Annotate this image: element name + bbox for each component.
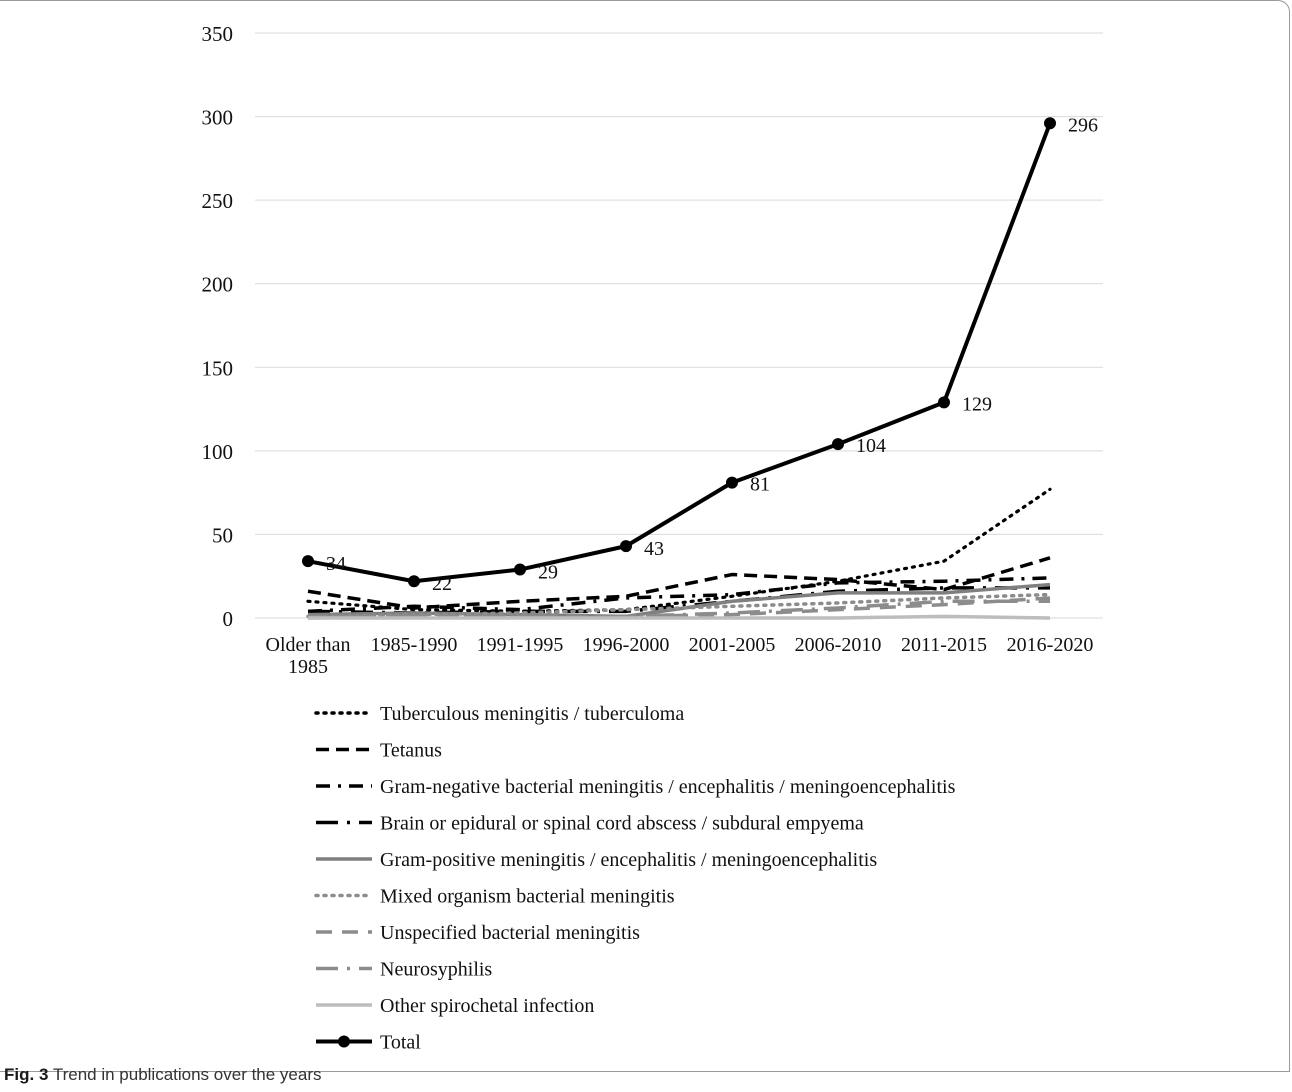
legend-label: Other spirochetal infection (380, 995, 594, 1017)
x-tick-label: 1985-1990 (371, 634, 458, 656)
series-line (307, 599, 1050, 620)
data-label: 296 (1068, 114, 1098, 136)
data-label: 104 (856, 435, 886, 457)
legend-marker (338, 1035, 350, 1048)
x-tick-label: 1991-1995 (477, 634, 564, 656)
total-marker (938, 396, 950, 409)
y-tick-label: 350 (202, 22, 234, 46)
legend-label: Mixed organism bacterial meningitis (380, 886, 675, 908)
line-chart: 0 50 100 150 200 250 300 350 Older than 1985 1985… (202, 22, 1103, 1054)
series-line (308, 614, 1051, 620)
total-marker (726, 476, 738, 489)
figure-caption: Fig. 3 Trend in publications over the ye… (4, 1065, 322, 1085)
legend-label: Neurosyphilis (380, 959, 492, 981)
y-tick-label: 250 (202, 189, 234, 213)
total-marker (620, 540, 632, 553)
data-label: 81 (750, 474, 770, 496)
series-line (307, 582, 1051, 619)
series-lines (306, 122, 1052, 620)
y-tick-label: 150 (202, 356, 234, 380)
legend: Tuberculous meningitis / tuberculoma Teta… (314, 703, 956, 1054)
data-label: 129 (962, 393, 992, 415)
total-marker (1044, 117, 1056, 130)
x-tick-label: 1996-2000 (583, 634, 670, 656)
y-tick-label: 100 (202, 440, 234, 464)
total-marker (408, 575, 420, 588)
series-line (308, 596, 1051, 619)
series-line (307, 586, 1050, 615)
y-tick-label: 300 (202, 106, 234, 130)
total-marker (302, 555, 314, 568)
legend-label: Total (380, 1032, 421, 1054)
legend-label: Tuberculous meningitis / tuberculoma (380, 703, 684, 725)
x-axis-ticks: Older than 1985 1985-1990 1991-1995 1996-200… (266, 634, 1094, 678)
x-tick-label: 2011-2015 (901, 634, 987, 656)
x-tick-label: 2016-2020 (1007, 634, 1094, 656)
y-tick-label: 50 (212, 523, 233, 547)
series-line (306, 592, 1052, 619)
series-line (307, 122, 1052, 584)
caption-text: Trend in publications over the years (48, 1065, 322, 1084)
total-marker (514, 563, 526, 576)
total-marker (832, 438, 844, 451)
legend-label: Gram-negative bacterial meningitis / enc… (380, 776, 956, 798)
data-label: 43 (644, 538, 664, 560)
y-tick-label: 0 (223, 607, 234, 631)
y-axis-ticks: 0 50 100 150 200 250 300 350 (202, 22, 234, 631)
x-tick-label: Older than 1985 (266, 634, 351, 678)
legend-label: Brain or epidural or spinal cord abscess… (380, 813, 864, 835)
figure-label: Fig. 3 (4, 1065, 49, 1084)
legend-label: Gram-positive meningitis / encephalitis … (380, 849, 877, 871)
legend-label: Tetanus (380, 740, 442, 762)
x-tick-label: 2006-2010 (795, 634, 882, 656)
data-label: 29 (538, 562, 558, 584)
data-labels: 34 22 29 43 81 104 129 296 (326, 114, 1098, 595)
x-tick-label: 2001-2005 (689, 634, 776, 656)
data-label: 22 (432, 573, 452, 595)
y-tick-label: 200 (202, 273, 234, 297)
series-line (307, 576, 1051, 614)
legend-label: Unspecified bacterial meningitis (380, 922, 640, 944)
total-markers (302, 117, 1056, 588)
data-label: 34 (326, 553, 346, 575)
gridlines (255, 32, 1103, 619)
